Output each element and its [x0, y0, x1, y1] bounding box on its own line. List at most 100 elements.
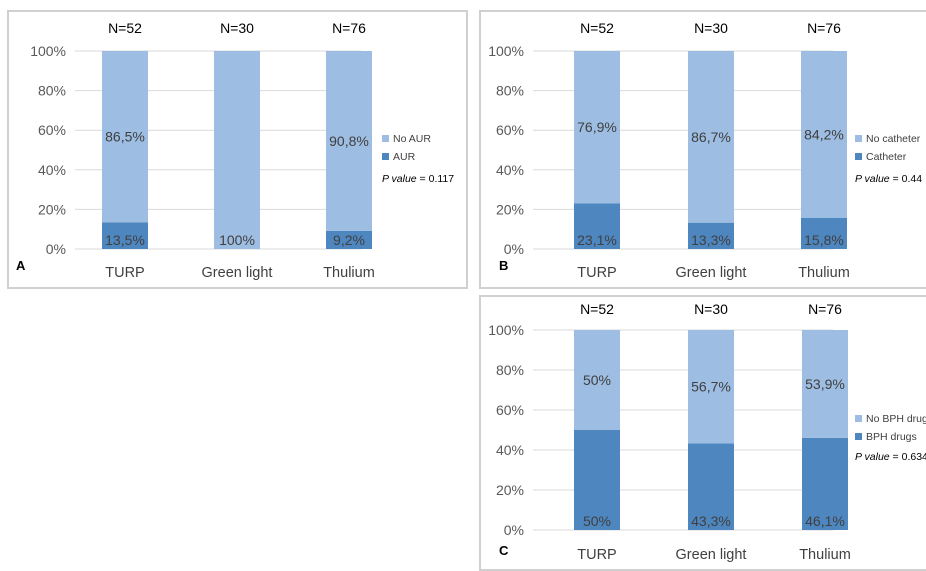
- chart-b: 0% 20% 40% 60% 80% 100% 23,1% 76,9% N=52 TURP 13,3…: [488, 20, 922, 281]
- y-tick-label: 20%: [496, 482, 524, 498]
- data-label: 43,3%: [691, 513, 731, 529]
- y-tick-label: 80%: [496, 362, 524, 378]
- bar-segment: [102, 51, 148, 223]
- n-label: N=30: [694, 301, 728, 317]
- p-value: = 0.44: [890, 173, 923, 185]
- n-label: N=52: [580, 20, 614, 36]
- chart-a: 0% 20% 40% 60% 80% 100% 13,5% 86,5% N=52 TURP 100%…: [16, 20, 454, 281]
- data-label: 76,9%: [577, 119, 617, 135]
- data-label: 56,7%: [691, 379, 731, 395]
- bar-segment: [326, 230, 372, 249]
- x-tick-label: Thulium: [323, 265, 375, 281]
- y-tick-label: 0%: [46, 241, 66, 257]
- legend-swatch: [855, 433, 862, 440]
- x-tick-label: TURP: [577, 547, 616, 563]
- x-tick-label: Green light: [676, 547, 747, 563]
- chart-panel-c: 0% 20% 40% 60% 80% 100% 50% 50% N=52 TURP 43,3% 56,…: [479, 295, 926, 571]
- p-value-label: P value: [855, 173, 890, 185]
- panel-letter: B: [499, 258, 508, 273]
- y-tick-label: 100%: [488, 322, 524, 338]
- bar-segment: [574, 203, 620, 249]
- x-tick-label: TURP: [105, 265, 144, 281]
- x-tick-label: Green light: [676, 265, 747, 281]
- data-label: 53,9%: [805, 376, 845, 392]
- legend-entry: Catheter: [866, 151, 907, 163]
- legend-swatch: [855, 415, 862, 422]
- y-tick-label: 40%: [496, 162, 524, 178]
- n-label: N=30: [694, 20, 728, 36]
- p-value-text: P value = 0.44: [855, 173, 922, 185]
- n-label: N=76: [332, 20, 366, 36]
- p-value-text: P value = 0.634: [855, 451, 926, 463]
- bar-segment: [688, 222, 734, 249]
- legend-swatch: [855, 153, 862, 160]
- data-label: 50%: [583, 513, 611, 529]
- n-label: N=76: [807, 20, 841, 36]
- bar-segment: [102, 222, 148, 249]
- data-label: 50%: [583, 372, 611, 388]
- panel-letter: C: [499, 543, 509, 558]
- data-label: 13,5%: [105, 232, 145, 248]
- x-tick-label: Green light: [202, 265, 273, 281]
- legend-swatch: [855, 135, 862, 142]
- p-value-text: P value = 0.117: [382, 173, 454, 185]
- data-label: 46,1%: [805, 513, 845, 529]
- data-label: 86,5%: [105, 129, 145, 145]
- legend-swatch: [382, 135, 389, 142]
- p-value-label: P value: [382, 173, 417, 185]
- bar-segment: [688, 443, 734, 530]
- n-label: N=52: [580, 301, 614, 317]
- data-label: 23,1%: [577, 232, 617, 248]
- data-label: 100%: [219, 232, 255, 248]
- data-label: 13,3%: [691, 232, 731, 248]
- p-value: = 0.634: [890, 451, 926, 463]
- x-tick-label: Thulium: [798, 265, 850, 281]
- y-tick-label: 100%: [30, 43, 66, 59]
- data-label: 84,2%: [804, 126, 844, 142]
- data-label: 90,8%: [329, 133, 369, 149]
- y-tick-label: 80%: [496, 83, 524, 99]
- x-tick-label: TURP: [577, 265, 616, 281]
- y-tick-label: 40%: [38, 162, 66, 178]
- n-label: N=76: [808, 301, 842, 317]
- bar-segment: [802, 330, 848, 438]
- y-tick-label: 0%: [504, 522, 524, 538]
- panel-letter: A: [16, 258, 26, 273]
- legend-swatch: [382, 153, 389, 160]
- y-tick-label: 40%: [496, 442, 524, 458]
- data-label: 9,2%: [333, 232, 365, 248]
- y-tick-label: 20%: [496, 201, 524, 217]
- chart-panel-b: 0% 20% 40% 60% 80% 100% 23,1% 76,9% N=52 TURP 13,3…: [479, 10, 926, 289]
- bar-segment: [574, 330, 620, 430]
- bar-segment: [214, 51, 260, 249]
- x-tick-label: Thulium: [799, 547, 851, 563]
- y-tick-label: 0%: [504, 241, 524, 257]
- y-tick-label: 60%: [496, 402, 524, 418]
- legend-entry: BPH drugs: [866, 431, 917, 443]
- y-tick-label: 100%: [488, 43, 524, 59]
- bar-segment: [801, 217, 847, 249]
- n-label: N=30: [220, 20, 254, 36]
- bar-segment: [802, 437, 848, 530]
- legend-entry: No catheter: [866, 133, 921, 145]
- y-tick-label: 20%: [38, 201, 66, 217]
- bar-segment: [574, 430, 620, 530]
- n-label: N=52: [108, 20, 142, 36]
- y-tick-label: 80%: [38, 83, 66, 99]
- bar-segment: [574, 51, 620, 204]
- chart-c: 0% 20% 40% 60% 80% 100% 50% 50% N=52 TURP 43,3% 56,…: [488, 301, 926, 563]
- legend-entry: No AUR: [393, 133, 431, 145]
- legend-entry: No BPH drugs: [866, 413, 926, 425]
- p-value: = 0.117: [417, 173, 455, 185]
- p-value-label: P value: [855, 451, 890, 463]
- bar-segment: [688, 330, 734, 444]
- chart-panel-a: 0% 20% 40% 60% 80% 100% 13,5% 86,5% N=52 TURP 100%…: [7, 10, 468, 289]
- y-tick-label: 60%: [38, 122, 66, 138]
- data-label: 86,7%: [691, 129, 731, 145]
- bar-segment: [801, 51, 847, 218]
- bar-segment: [326, 51, 372, 231]
- y-tick-label: 60%: [496, 122, 524, 138]
- legend-entry: AUR: [393, 151, 416, 163]
- bar-segment: [688, 51, 734, 223]
- data-label: 15,8%: [804, 232, 844, 248]
